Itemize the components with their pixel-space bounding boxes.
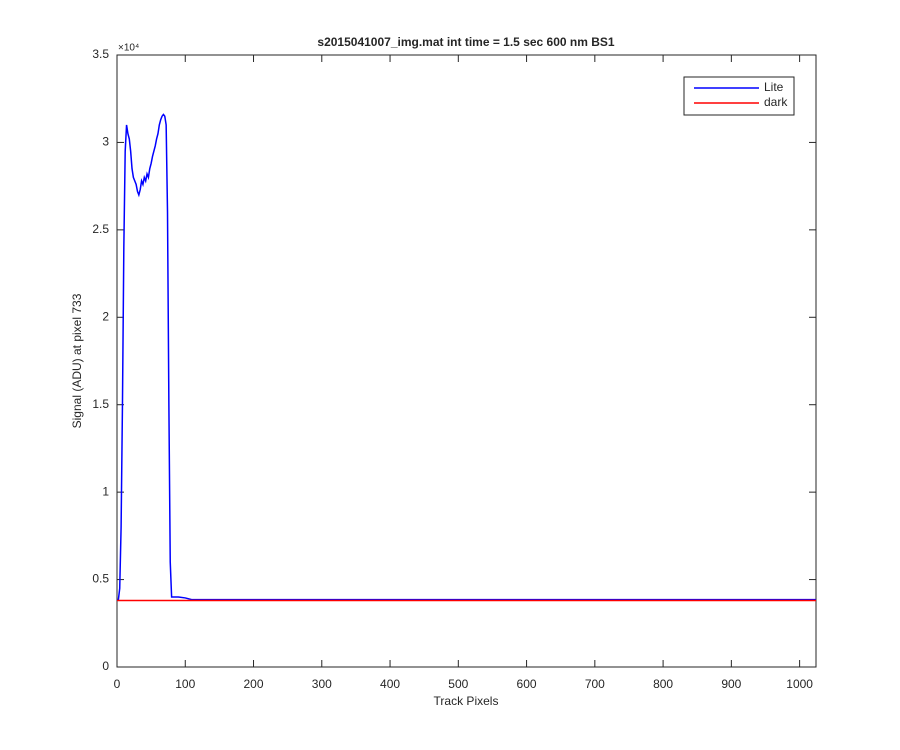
y-tick-label: 1 bbox=[102, 484, 109, 498]
x-tick-label: 800 bbox=[653, 677, 673, 691]
x-tick-label: 500 bbox=[448, 677, 468, 691]
x-tick-label: 900 bbox=[721, 677, 741, 691]
y-tick-label: 3 bbox=[102, 135, 109, 149]
legend-label: dark bbox=[764, 95, 788, 109]
y-tick-label: 3.5 bbox=[92, 47, 109, 61]
y-tick-label: 0.5 bbox=[92, 572, 109, 586]
y-tick-label: 2 bbox=[102, 309, 109, 323]
series-line bbox=[116, 113, 816, 602]
legend-label: Lite bbox=[764, 80, 784, 94]
legend-box bbox=[683, 76, 795, 116]
x-tick-label: 400 bbox=[380, 677, 400, 691]
y-tick-label: 0 bbox=[102, 659, 109, 673]
y-multiplier: ×10⁴ bbox=[118, 43, 139, 54]
y-axis-label: Signal (ADU) at pixel 733 bbox=[70, 293, 84, 428]
x-tick-label: 300 bbox=[312, 677, 332, 691]
x-tick-label: 700 bbox=[585, 677, 605, 691]
y-tick-label: 1.5 bbox=[92, 397, 109, 411]
x-tick-label: 600 bbox=[517, 677, 537, 691]
x-tick-label: 1000 bbox=[786, 677, 813, 691]
x-tick-label: 0 bbox=[114, 677, 121, 691]
plot-area bbox=[116, 54, 817, 668]
x-tick-label: 100 bbox=[175, 677, 195, 691]
y-tick-label: 2.5 bbox=[92, 222, 109, 236]
chart-title: s2015041007_img.mat int time = 1.5 sec 6… bbox=[317, 35, 615, 49]
x-tick-label: 200 bbox=[244, 677, 264, 691]
x-axis-label: Track Pixels bbox=[434, 694, 499, 708]
